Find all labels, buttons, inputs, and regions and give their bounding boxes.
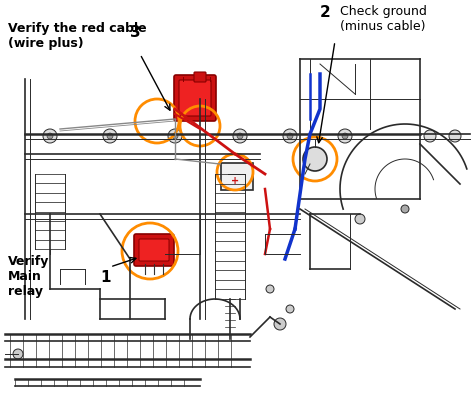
Circle shape — [103, 130, 117, 144]
Circle shape — [107, 134, 113, 140]
Circle shape — [274, 318, 286, 330]
FancyBboxPatch shape — [194, 73, 206, 83]
Circle shape — [449, 131, 461, 142]
Circle shape — [287, 134, 293, 140]
Circle shape — [424, 131, 436, 142]
Circle shape — [401, 206, 409, 214]
FancyBboxPatch shape — [179, 81, 211, 117]
Circle shape — [286, 305, 294, 313]
Circle shape — [342, 134, 348, 140]
Text: +: + — [231, 176, 239, 185]
Text: Verify the red cable
(wire plus): Verify the red cable (wire plus) — [8, 22, 146, 50]
Circle shape — [266, 285, 274, 293]
Circle shape — [172, 134, 178, 140]
Circle shape — [168, 130, 182, 144]
Text: 2: 2 — [320, 5, 331, 20]
Circle shape — [303, 147, 327, 171]
Circle shape — [237, 134, 243, 140]
FancyBboxPatch shape — [221, 164, 253, 190]
Text: Verify
Main
relay: Verify Main relay — [8, 254, 49, 297]
Circle shape — [43, 130, 57, 144]
Text: 1: 1 — [100, 269, 110, 284]
Circle shape — [338, 130, 352, 144]
Circle shape — [13, 349, 23, 359]
Circle shape — [233, 130, 247, 144]
FancyBboxPatch shape — [134, 235, 174, 266]
FancyBboxPatch shape — [174, 76, 216, 122]
Text: 3: 3 — [130, 25, 141, 40]
Circle shape — [47, 134, 53, 140]
Circle shape — [283, 130, 297, 144]
FancyBboxPatch shape — [139, 240, 169, 261]
Circle shape — [355, 214, 365, 224]
Text: Check ground
(minus cable): Check ground (minus cable) — [340, 5, 427, 33]
